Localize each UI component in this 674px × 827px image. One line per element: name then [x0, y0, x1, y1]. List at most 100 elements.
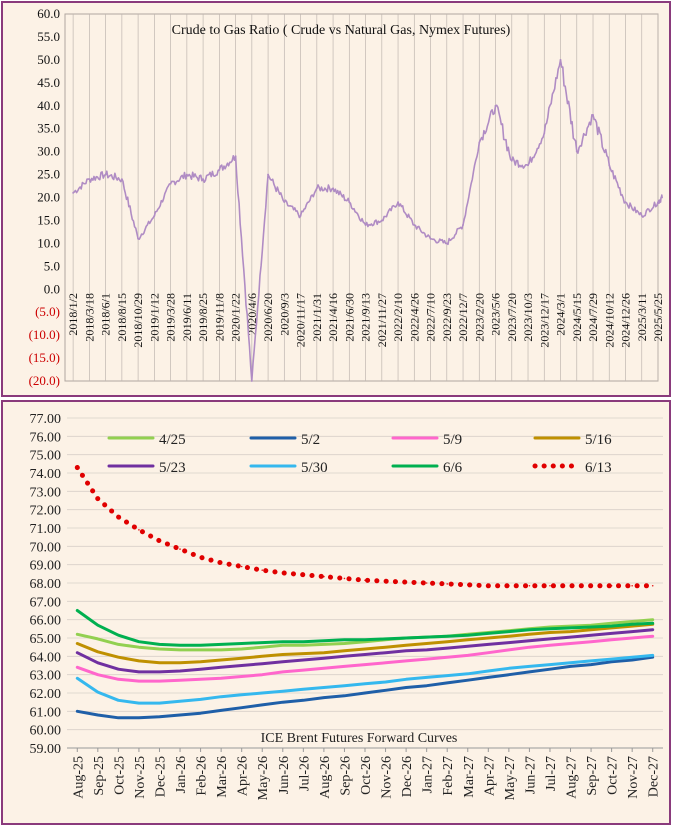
curve-data-point — [446, 674, 449, 677]
curve-data-point — [302, 659, 305, 661]
x-tick-label: Feb-26 — [195, 756, 210, 796]
curve-data-point — [425, 658, 428, 660]
ratio-data-point — [299, 214, 302, 217]
curve-data-point — [138, 646, 140, 648]
curve-data-point — [590, 626, 592, 628]
curve-data-point — [631, 630, 633, 633]
curve-data-point — [528, 665, 531, 668]
curve-data-point — [323, 639, 325, 642]
x-tick-label: Nov-26 — [380, 756, 395, 799]
x-tick-label: Mar-27 — [462, 756, 477, 798]
curve-data-point — [117, 656, 120, 659]
curve-data-point — [179, 661, 181, 664]
curve-data-point — [569, 627, 572, 629]
curve-data-point — [508, 667, 510, 670]
y-tick-label: 40.0 — [37, 98, 60, 113]
ratio-data-point — [592, 114, 594, 116]
curve-data-point — [466, 634, 469, 637]
ratio-data-point — [397, 201, 399, 203]
curve-data-point — [199, 678, 202, 681]
curve-data-point — [487, 632, 490, 635]
curve-data-point — [610, 622, 613, 625]
ratio-data-point — [413, 224, 416, 226]
curve-data-point — [97, 691, 99, 693]
curve-data-point — [590, 663, 592, 666]
brent-forward-curves-panel: 77.00 76.00 75.00 74.00 73.00 72.00 71.00 70.00… — [1, 400, 671, 825]
ratio-data-point — [510, 159, 513, 162]
curve-data-point — [281, 701, 284, 703]
legend-label: 5/16 — [585, 432, 612, 448]
x-tick-label: 2025/3/11 — [635, 293, 649, 341]
x-tick-label: Dec-27 — [647, 756, 662, 797]
curve-data-point — [405, 581, 407, 583]
ratio-data-point — [267, 173, 269, 176]
chart-title: Crude to Gas Ratio ( Crude vs Natural Ga… — [172, 23, 511, 38]
curve-data-point — [261, 569, 264, 571]
curve-data-point — [508, 641, 510, 644]
curve-data-point — [302, 644, 305, 647]
x-tick-label: 2022/9/23 — [440, 293, 454, 342]
y-tick-label: (10.0) — [29, 327, 60, 342]
curve-data-point — [528, 628, 531, 631]
curve-data-point — [117, 643, 120, 646]
y-tick-label: 72.00 — [30, 504, 62, 519]
curve-data-point — [97, 661, 99, 664]
curve-data-point — [76, 651, 79, 654]
x-tick-label: 2019/11/8 — [212, 293, 226, 341]
curve-data-point — [179, 649, 181, 651]
legend-label: 6/13 — [585, 460, 612, 476]
curve-data-point — [425, 582, 428, 584]
curve-data-point — [384, 646, 387, 648]
x-tick-label: 2022/7/10 — [424, 293, 438, 342]
ratio-data-point — [250, 380, 253, 382]
curve-data-point — [590, 628, 592, 631]
curve-data-point — [117, 716, 120, 719]
ratio-series-line — [72, 59, 663, 382]
curve-data-point — [610, 584, 613, 587]
curve-data-point — [590, 634, 592, 637]
curve-data-point — [528, 671, 531, 673]
x-tick-label: Feb-27 — [441, 756, 456, 796]
curve-data-point — [590, 660, 592, 662]
x-tick-label: Apr-27 — [482, 756, 497, 796]
legend-label: 5/30 — [301, 460, 328, 476]
curve-data-point — [97, 497, 99, 500]
ratio-data-point — [380, 219, 383, 222]
curve-data-point — [405, 650, 407, 652]
y-tick-label: 64.00 — [30, 650, 62, 665]
curve-data-point — [117, 516, 120, 518]
x-tick-label: May-26 — [256, 756, 271, 800]
curve-data-point — [466, 679, 469, 681]
curve-data-point — [302, 640, 305, 643]
curve-data-point — [425, 636, 428, 638]
y-tick-label: 60.0 — [37, 6, 60, 21]
curve-data-point — [384, 580, 387, 582]
curve-data-point — [158, 643, 161, 646]
curve-data-point — [179, 548, 181, 550]
curve-data-point — [446, 656, 449, 659]
x-tick-label: Jul-26 — [297, 756, 312, 791]
curve-data-point — [446, 682, 449, 684]
x-tick-label: Jan-27 — [421, 756, 436, 793]
ratio-data-point — [104, 173, 107, 176]
curve-data-point — [343, 665, 346, 668]
ratio-data-point — [527, 164, 529, 167]
curve-data-point — [651, 618, 654, 621]
curve-data-point — [220, 709, 222, 712]
curve-data-point — [117, 678, 120, 681]
y-tick-label: 62.00 — [30, 687, 62, 702]
y-tick-label: 61.00 — [30, 705, 62, 720]
x-tick-label: 2023/7/20 — [505, 293, 519, 342]
ratio-data-point — [478, 141, 481, 144]
curve-data-point — [425, 676, 428, 679]
curve-data-point — [97, 638, 99, 640]
y-tick-label: 50.0 — [37, 52, 60, 67]
ratio-data-point — [202, 178, 204, 181]
curve-data-point — [528, 584, 531, 587]
x-tick-label: 2018/10/29 — [131, 293, 145, 348]
crude-gas-ratio-panel: 2018/1/2 2018/3/18 2018/6/1 2018/8/15 2018/1… — [1, 1, 671, 397]
curve-data-point — [158, 540, 161, 542]
curve-data-point — [220, 649, 222, 651]
curve-data-point — [117, 634, 120, 637]
x-tick-label: 2022/12/7 — [456, 293, 470, 342]
